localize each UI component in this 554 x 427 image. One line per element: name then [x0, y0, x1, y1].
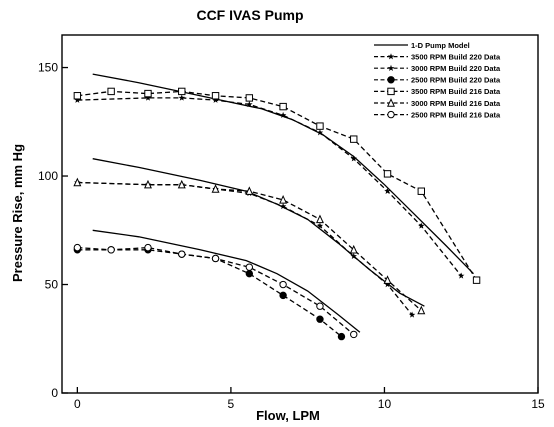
series-line [77, 97, 462, 277]
data-point [211, 184, 220, 193]
data-point [417, 187, 426, 195]
legend-item: 3500 RPM Build 220 Data [374, 52, 501, 61]
x-tick-label: 0 [74, 397, 81, 411]
legend-item: 3000 RPM Build 220 Data [374, 64, 501, 73]
y-axis-label: Pressure Rise, mm Hg [10, 144, 25, 282]
data-point [73, 92, 82, 100]
data-point [316, 129, 324, 136]
data-point [74, 96, 81, 103]
legend-item: 1-D Pump Model [374, 41, 470, 50]
data-point [279, 111, 287, 119]
legend-item: 2500 RPM Build 220 Data [374, 76, 501, 85]
data-point [387, 64, 395, 71]
y-tick-label: 150 [38, 61, 58, 75]
data-point [73, 243, 82, 252]
data-point [315, 214, 324, 224]
series-line [92, 229, 361, 333]
data-point [212, 96, 219, 103]
data-point [418, 222, 425, 229]
legend-label: 3500 RPM Build 220 Data [411, 52, 501, 61]
data-point [387, 110, 395, 119]
series-line [92, 158, 425, 307]
data-point [384, 281, 391, 288]
data-point [178, 87, 186, 96]
series-6 [73, 177, 426, 315]
data-point [144, 94, 152, 101]
series-line [77, 181, 422, 312]
series-4 [73, 246, 346, 341]
data-point [279, 291, 287, 300]
data-point [245, 263, 254, 271]
data-point [472, 276, 481, 284]
data-point [408, 311, 416, 318]
data-point [144, 243, 152, 252]
legend-item: 2500 RPM Build 216 Data [374, 110, 501, 119]
data-point [457, 272, 465, 279]
legend: 1-D Pump Model 3500 RPM Build 220 Data 300… [374, 41, 501, 119]
data-point [316, 122, 324, 130]
data-point [279, 195, 288, 204]
data-point [417, 305, 426, 315]
legend-label: 3000 RPM Build 216 Data [411, 99, 501, 108]
legend-item: 3000 RPM Build 216 Data [374, 98, 501, 108]
data-point [245, 269, 254, 278]
data-point [387, 98, 395, 107]
chart-title: CCF IVAS Pump [196, 7, 303, 23]
x-axis-label: Flow, LPM [256, 408, 320, 423]
x-tick-label: 15 [531, 397, 545, 411]
series-layer [73, 73, 481, 341]
data-point [316, 222, 324, 229]
data-point [387, 76, 395, 84]
data-point [350, 135, 358, 143]
legend-label: 2500 RPM Build 216 Data [411, 110, 501, 119]
data-point [279, 102, 287, 111]
data-point [144, 179, 152, 189]
data-point [245, 186, 254, 195]
data-point [107, 246, 115, 254]
data-point [178, 94, 185, 101]
series-line [77, 90, 478, 281]
data-point [245, 94, 254, 102]
data-point [73, 177, 82, 187]
data-point [177, 179, 186, 189]
plot-frame [61, 34, 539, 394]
y-tick-label: 0 [51, 386, 58, 400]
data-point [387, 53, 395, 60]
data-point [384, 187, 391, 194]
series-2 [74, 94, 465, 279]
x-tick-label: 5 [228, 397, 235, 411]
data-point [246, 101, 253, 108]
data-point [279, 203, 287, 210]
series-line [77, 249, 342, 338]
x-tick-label: 10 [378, 397, 392, 411]
data-point [337, 332, 346, 341]
legend-label: 2500 RPM Build 220 Data [411, 76, 501, 85]
series-5 [73, 87, 481, 284]
legend-item: 3500 RPM Build 216 Data [374, 87, 501, 96]
data-point [383, 275, 392, 284]
legend-label: 3500 RPM Build 216 Data [411, 87, 501, 96]
legend-label: 3000 RPM Build 220 Data [411, 64, 501, 73]
data-point [387, 87, 395, 96]
data-point [178, 250, 186, 258]
data-point [350, 252, 357, 260]
data-point [350, 155, 357, 162]
data-point [107, 87, 115, 96]
data-point [316, 302, 324, 310]
legend-label: 1-D Pump Model [411, 41, 470, 50]
data-point [211, 92, 220, 100]
data-point [144, 89, 152, 98]
y-tick-label: 100 [38, 169, 58, 183]
data-point [316, 315, 324, 323]
data-point [211, 254, 220, 263]
y-tick-label: 50 [45, 278, 59, 292]
data-point [349, 244, 358, 254]
series-7 [73, 243, 358, 339]
data-point [279, 280, 287, 289]
data-point [383, 170, 392, 178]
data-point [350, 330, 358, 339]
